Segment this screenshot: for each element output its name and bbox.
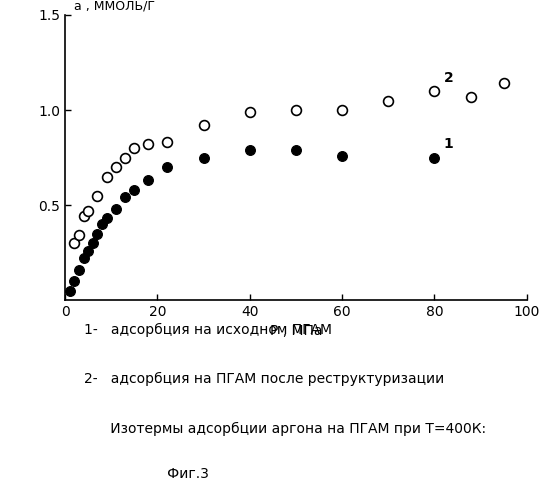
Text: 2: 2 (444, 70, 453, 85)
Point (144, 140, 153, 148)
Point (65, 286, 74, 294)
Point (84, 206, 92, 214)
Point (292, 106, 300, 114)
Point (93, 230, 102, 237)
Point (199, 121, 208, 129)
Text: 2-   адсорбция на ПГАМ после реструктуризации: 2- адсорбция на ПГАМ после реструктуриза… (84, 372, 444, 386)
Point (121, 194, 130, 202)
Point (162, 163, 171, 171)
Point (75, 232, 84, 239)
Point (338, 152, 346, 160)
Point (93, 192, 102, 200)
Point (245, 108, 254, 116)
Text: Изотермы адсорбции аргона на ПГАМ при Т=400К:: Изотермы адсорбции аргона на ПГАМ при Т=… (84, 422, 486, 436)
Point (338, 106, 346, 114)
Point (84, 246, 92, 254)
Point (75, 266, 84, 274)
Point (89, 239, 97, 247)
Point (79, 254, 88, 262)
Point (102, 172, 111, 180)
Point (70, 239, 79, 247)
X-axis label: P , МПа: P , МПа (270, 324, 322, 338)
Point (130, 144, 139, 152)
Point (144, 176, 153, 184)
Point (467, 92, 476, 100)
Point (79, 212, 88, 220)
Point (384, 96, 393, 104)
Point (500, 80, 508, 88)
Point (199, 154, 208, 162)
Text: а , ММОЛЬ/Г: а , ММОЛЬ/Г (74, 0, 155, 12)
Point (292, 146, 300, 154)
Point (102, 214, 111, 222)
Text: 1-   адсорбция на исходном ПГАМ: 1- адсорбция на исходном ПГАМ (84, 323, 332, 337)
Point (162, 138, 171, 146)
Point (112, 205, 121, 213)
Point (70, 277, 79, 285)
Point (430, 154, 439, 162)
Text: Фиг.3: Фиг.3 (84, 467, 209, 481)
Point (245, 146, 254, 154)
Point (430, 87, 439, 95)
Text: 1: 1 (444, 137, 453, 151)
Point (130, 186, 139, 194)
Point (112, 163, 121, 171)
Point (98, 220, 106, 228)
Point (121, 154, 130, 162)
